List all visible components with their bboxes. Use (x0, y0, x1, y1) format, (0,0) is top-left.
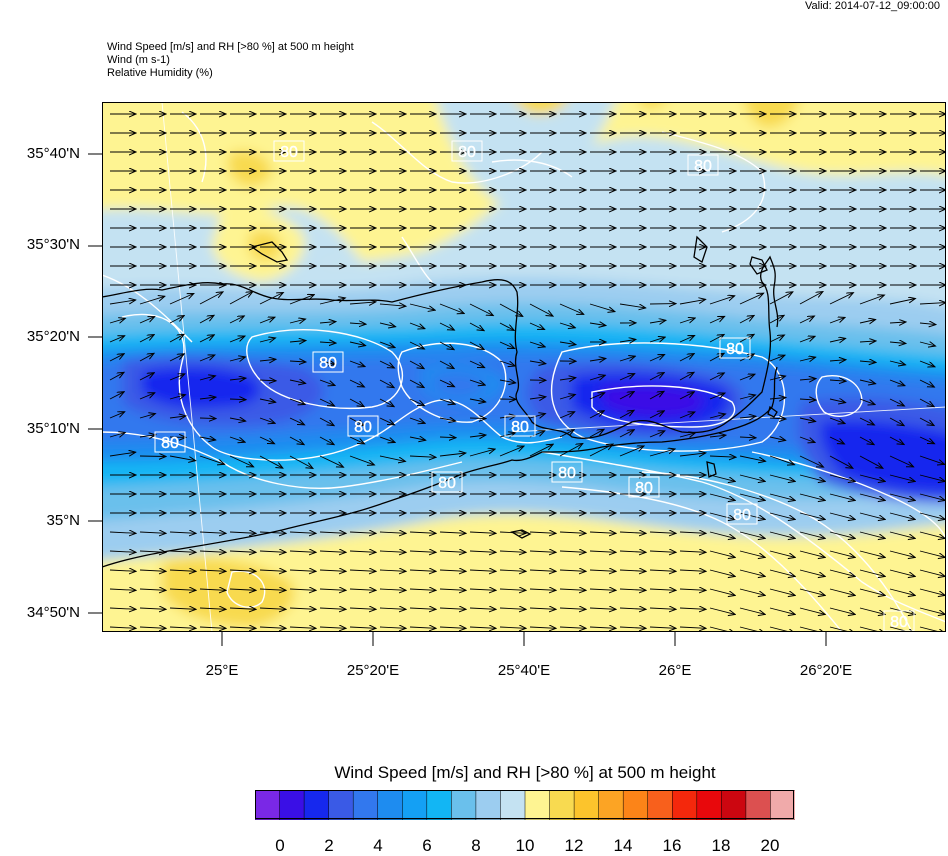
colorbar-swatch (574, 790, 599, 820)
lon-label-25: 25°E (172, 662, 272, 679)
valid-time: Valid: 2014-07-12_09:00:00 (805, 0, 940, 12)
colorbar-tick-label: 2 (309, 836, 349, 856)
colorbar-tick-label: 12 (554, 836, 594, 856)
colorbar-swatch (623, 790, 648, 820)
svg-text:80: 80 (161, 435, 179, 452)
lon-label-25-40: 25°40'E (474, 662, 574, 679)
colorbar (255, 790, 795, 820)
map-panel: 80 80 80 80 80 80 80 80 80 80 80 80 80 (102, 102, 946, 632)
lat-label-35-10: 35°10'N (0, 420, 80, 437)
svg-text:80: 80 (635, 480, 653, 497)
svg-text:80: 80 (558, 465, 576, 482)
colorbar-tick-label: 16 (652, 836, 692, 856)
colorbar-tick-label: 18 (701, 836, 741, 856)
svg-text:80: 80 (733, 507, 751, 524)
lat-label-35-30: 35°30'N (0, 236, 80, 253)
wind-arrow (470, 418, 486, 419)
colorbar-swatch (378, 790, 403, 820)
rh-subtitle: Relative Humidity (%) (107, 67, 213, 80)
colorbar-tick-label: 6 (407, 836, 447, 856)
plot-title: Wind Speed [m/s] and RH [>80 %] at 500 m… (107, 41, 354, 54)
svg-text:80: 80 (694, 158, 712, 175)
colorbar-swatch (550, 790, 575, 820)
colorbar-swatch (280, 790, 305, 820)
lat-label-35-20: 35°20'N (0, 328, 80, 345)
svg-text:80: 80 (280, 144, 298, 161)
svg-text:80: 80 (726, 341, 744, 358)
colorbar-swatch (402, 790, 427, 820)
svg-text:80: 80 (458, 144, 476, 161)
svg-text:80: 80 (319, 355, 337, 372)
map-canvas: 80 80 80 80 80 80 80 80 80 80 80 80 80 (102, 102, 946, 632)
colorbar-tick-label: 0 (260, 836, 300, 856)
colorbar-swatch (599, 790, 624, 820)
wind-subtitle: Wind (m s-1) (107, 54, 170, 67)
lon-label-26: 26°E (625, 662, 725, 679)
colorbar-swatch (353, 790, 378, 820)
svg-text:80: 80 (890, 614, 908, 631)
colorbar-swatch (451, 790, 476, 820)
colorbar-swatch (770, 790, 795, 820)
colorbar-title: Wind Speed [m/s] and RH [>80 %] at 500 m… (255, 763, 795, 783)
colorbar-swatch (648, 790, 673, 820)
svg-text:80: 80 (438, 475, 456, 492)
colorbar-tick-label: 10 (505, 836, 545, 856)
colorbar-swatch (500, 790, 525, 820)
colorbar-tick-label: 4 (358, 836, 398, 856)
svg-text:80: 80 (511, 419, 529, 436)
colorbar-swatch (721, 790, 746, 820)
colorbar-swatch (525, 790, 550, 820)
colorbar-tick-label: 20 (750, 836, 790, 856)
lat-label-35: 35°N (0, 512, 80, 529)
colorbar-swatch (304, 790, 329, 820)
lat-label-34-50: 34°50'N (0, 604, 80, 621)
colorbar-swatch (255, 790, 280, 820)
wind-arrow (140, 456, 166, 457)
colorbar-tick-label: 8 (456, 836, 496, 856)
svg-text:80: 80 (354, 419, 372, 436)
colorbar-swatch (672, 790, 697, 820)
colorbar-swatch (476, 790, 501, 820)
lon-label-26-20: 26°20'E (776, 662, 876, 679)
colorbar-swatch (329, 790, 354, 820)
lon-label-25-20: 25°20'E (323, 662, 423, 679)
colorbar-swatch (697, 790, 722, 820)
colorbar-tick-label: 14 (603, 836, 643, 856)
colorbar-swatch (427, 790, 452, 820)
colorbar-swatch (746, 790, 771, 820)
wind-arrow (200, 418, 216, 419)
lat-label-35-40: 35°40'N (0, 145, 80, 162)
